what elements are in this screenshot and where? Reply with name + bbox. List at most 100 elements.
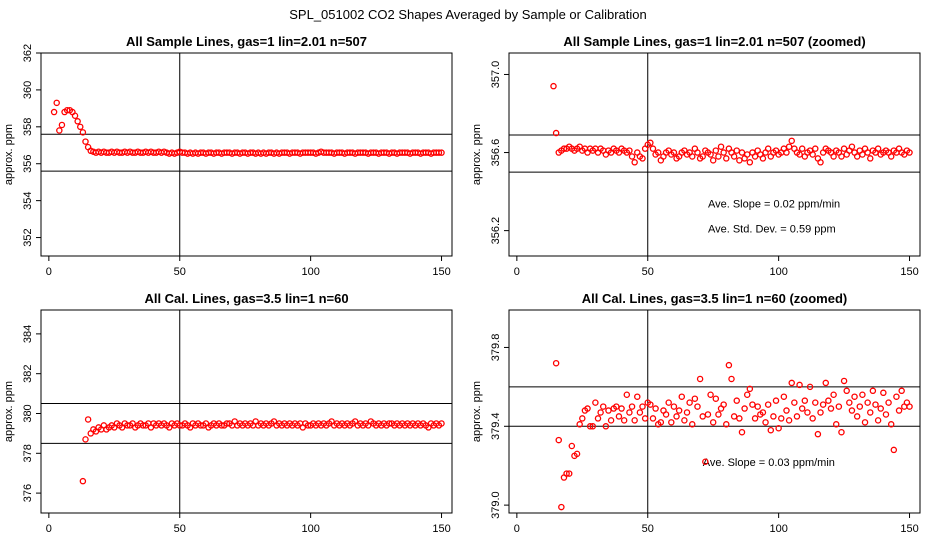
chart4-point-24 bbox=[615, 413, 623, 420]
chart4-point-18 bbox=[599, 403, 607, 410]
figure-title: SPL_051002 CO2 Shapes Averaged by Sample… bbox=[289, 7, 647, 22]
chart3-point-0 bbox=[79, 477, 87, 485]
chart1-point-8 bbox=[71, 112, 79, 119]
chart4-point-2 bbox=[558, 503, 565, 511]
chart2-point-70 bbox=[733, 147, 741, 154]
chart4-point-106 bbox=[830, 391, 837, 398]
chart4-point-52 bbox=[688, 421, 696, 428]
chart2-point-77 bbox=[751, 153, 759, 160]
chart4-point-26 bbox=[620, 417, 628, 424]
chart4-xtick-label-3: 150 bbox=[900, 523, 918, 535]
chart2-point-94 bbox=[796, 151, 803, 158]
chart4-point-126 bbox=[882, 411, 890, 418]
chart2-ytick-label-0: 356.2 bbox=[490, 217, 502, 245]
chart4-point-59 bbox=[707, 391, 714, 398]
chart4-point-50 bbox=[683, 409, 691, 416]
chart3-ylabel: approx. ppm bbox=[3, 381, 15, 442]
chart4-title: All Cal. Lines, gas=3.5 lin=1 n=60 (zoom… bbox=[582, 291, 848, 306]
chart2-point-30 bbox=[628, 153, 636, 160]
chart2-point-120 bbox=[864, 149, 871, 156]
chart4-point-0 bbox=[552, 359, 560, 367]
chart3-point-17 bbox=[124, 422, 131, 429]
chart1-panel: All Sample Lines, gas=1 lin=2.01 n=507 0 5… bbox=[3, 34, 453, 278]
chart4-point-79 bbox=[759, 409, 767, 416]
chart2-point-100 bbox=[812, 145, 819, 152]
chart2-point-40 bbox=[654, 149, 662, 156]
chart4-point-9 bbox=[576, 421, 583, 428]
chart4-point-128 bbox=[887, 421, 895, 428]
chart4-point-51 bbox=[686, 399, 693, 406]
chart1-ytick-label-2: 356 bbox=[22, 155, 34, 173]
chart4-point-44 bbox=[668, 419, 675, 426]
chart2-xtick-label-3: 150 bbox=[900, 266, 918, 278]
chart4-point-34 bbox=[641, 415, 649, 422]
chart4-point-6 bbox=[568, 442, 576, 450]
chart4-point-36 bbox=[647, 401, 654, 408]
chart2-panel: All Sample Lines, gas=1 lin=2.01 n=507 (… bbox=[471, 34, 921, 278]
chart2-point-75 bbox=[746, 159, 754, 166]
chart3-panel: All Cal. Lines, gas=3.5 lin=1 n=60 0 50 100… bbox=[3, 291, 453, 535]
chart4-point-115 bbox=[853, 413, 861, 420]
chart2-ytick-label-1: 356.6 bbox=[490, 139, 502, 167]
chart4-point-93 bbox=[796, 381, 803, 389]
chart2-point-110 bbox=[838, 153, 845, 160]
chart3-ytick-label-1: 378 bbox=[22, 444, 34, 462]
chart4-point-4 bbox=[563, 470, 570, 477]
chart4-point-112 bbox=[846, 399, 853, 406]
chart3-point-55 bbox=[223, 420, 231, 427]
chart4-point-23 bbox=[613, 403, 620, 410]
chart4-point-64 bbox=[720, 401, 727, 408]
chart4-point-99 bbox=[812, 399, 819, 406]
chart2-point-136 bbox=[906, 149, 913, 156]
chart4-point-13 bbox=[586, 423, 594, 430]
chart4-point-80 bbox=[762, 419, 769, 426]
chart4-point-68 bbox=[730, 413, 738, 420]
chart2-point-64 bbox=[717, 143, 725, 150]
chart4-point-16 bbox=[594, 415, 602, 422]
chart4-point-75 bbox=[749, 401, 756, 408]
chart4-point-54 bbox=[694, 403, 701, 410]
chart4-ylabel: approx. ppm bbox=[471, 381, 483, 442]
chart2-points bbox=[550, 82, 913, 166]
chart3-points bbox=[79, 416, 445, 485]
chart2-point-121 bbox=[867, 155, 874, 162]
chart2-point-69 bbox=[730, 153, 738, 160]
chart1-ytick-label-3: 358 bbox=[22, 118, 34, 136]
chart2-point-31 bbox=[631, 159, 638, 166]
chart1-point-3 bbox=[58, 121, 66, 129]
chart2-ytick-label-2: 357.0 bbox=[490, 61, 502, 89]
chart4-point-97 bbox=[806, 383, 814, 391]
chart4-point-45 bbox=[670, 403, 678, 410]
chart3-title: All Cal. Lines, gas=3.5 lin=1 n=60 bbox=[144, 291, 348, 306]
chart4-point-121 bbox=[869, 387, 877, 395]
chart1-point-9 bbox=[74, 118, 81, 125]
chart4-xtick-label-1: 50 bbox=[642, 523, 654, 535]
chart2-point-57 bbox=[699, 153, 706, 160]
chart2-ylabel: approx. ppm bbox=[471, 124, 483, 185]
chart4-point-76 bbox=[751, 415, 759, 422]
chart1-point-0 bbox=[50, 108, 58, 116]
chart4-point-118 bbox=[861, 419, 869, 426]
chart4-point-122 bbox=[872, 401, 879, 408]
chart4-point-32 bbox=[636, 409, 644, 416]
chart4-point-73 bbox=[743, 391, 751, 398]
chart4-point-46 bbox=[673, 413, 680, 420]
chart4-point-125 bbox=[880, 389, 887, 397]
chart4-point-8 bbox=[573, 450, 581, 458]
chart4-point-47 bbox=[675, 407, 683, 414]
chart2-annotation-1: Ave. Std. Dev. = 0.59 ppm bbox=[708, 224, 836, 236]
chart2-xtick-label-2: 100 bbox=[769, 266, 787, 278]
chart4-point-96 bbox=[804, 409, 811, 416]
chart4-point-127 bbox=[885, 399, 892, 406]
chart1-point-11 bbox=[79, 129, 87, 136]
chart4-ytick-label-0: 379.0 bbox=[490, 491, 502, 519]
chart4-point-30 bbox=[631, 417, 638, 424]
chart3-point-117 bbox=[385, 420, 393, 427]
chart4-point-131 bbox=[895, 407, 903, 414]
chart3-xtick-label-1: 50 bbox=[174, 523, 186, 535]
chart2-point-1 bbox=[552, 129, 560, 137]
chart2-point-37 bbox=[647, 139, 654, 147]
chart4-point-65 bbox=[723, 421, 730, 428]
chart4-point-123 bbox=[874, 417, 882, 424]
chart2-point-55 bbox=[694, 149, 701, 156]
